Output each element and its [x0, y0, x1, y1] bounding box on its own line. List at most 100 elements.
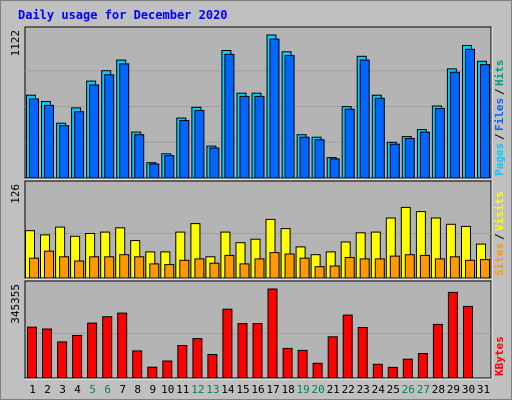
x-tick-label-day-29: 29 [447, 383, 460, 396]
bar-sites-day-15 [239, 263, 250, 279]
x-tick-label-day-14: 14 [221, 383, 235, 396]
bar-kbytes-day-25 [387, 366, 398, 379]
x-tick-label-day-6: 6 [104, 383, 111, 396]
bar-sites-day-26 [404, 254, 415, 279]
legend-kbytes: KBytes [493, 336, 506, 376]
bar-files-day-8 [134, 134, 145, 179]
x-tick-label-day-1: 1 [29, 383, 36, 396]
legend-label-sites: Sites [493, 243, 506, 276]
bar-sites-day-1 [29, 257, 39, 279]
bar-files-day-17 [269, 38, 280, 179]
bar-files-day-6 [104, 74, 115, 179]
x-tick-label-day-5: 5 [89, 383, 96, 396]
bar-files-day-13 [209, 147, 220, 179]
bar-files-day-7 [119, 63, 130, 179]
bar-files-day-9 [149, 163, 160, 179]
bar-sites-day-29 [449, 256, 460, 279]
bar-kbytes-day-28 [432, 323, 443, 379]
bar-sites-day-2 [44, 250, 54, 279]
bar-kbytes-day-20 [312, 362, 323, 379]
bar-kbytes-day-23 [357, 327, 368, 379]
bar-files-day-11 [179, 120, 190, 179]
bar-files-day-27 [419, 131, 430, 179]
bar-kbytes-day-22 [342, 314, 353, 379]
bar-kbytes-day-26 [402, 358, 413, 379]
bar-files-day-22 [344, 108, 355, 179]
bar-files-day-12 [194, 110, 205, 179]
bar-files-day-5 [89, 84, 100, 179]
bar-files-day-29 [449, 71, 460, 179]
chart-title: Daily usage for December 2020 [18, 8, 228, 22]
bar-files-day-18 [284, 55, 295, 179]
bar-files-day-2 [44, 104, 54, 179]
bar-files-day-25 [389, 143, 400, 179]
bar-files-day-10 [164, 155, 175, 179]
legend-separator: / [493, 133, 506, 140]
x-tick-label-day-10: 10 [161, 383, 174, 396]
bar-kbytes-day-18 [282, 347, 293, 379]
legend-label-files: Files [493, 98, 506, 131]
x-tick-label-day-2: 2 [44, 383, 51, 396]
bar-sites-day-31 [480, 259, 490, 279]
bar-kbytes-day-30 [463, 305, 473, 379]
panel-sites-visits: 126 [9, 180, 493, 280]
bar-kbytes-day-16 [252, 323, 263, 379]
bar-sites-day-6 [104, 256, 115, 279]
legend-separator: / [493, 233, 506, 240]
bar-sites-day-18 [284, 253, 295, 279]
bar-files-day-30 [465, 48, 475, 179]
bar-files-day-16 [254, 95, 265, 179]
x-tick-label-day-23: 23 [357, 383, 370, 396]
y-max-label: 1122 [9, 30, 22, 57]
bar-files-day-15 [239, 95, 250, 179]
x-tick-label-day-24: 24 [372, 383, 386, 396]
bar-files-day-28 [434, 108, 445, 179]
x-tick-label-day-30: 30 [462, 383, 475, 396]
x-tick-label-day-7: 7 [119, 383, 126, 396]
series-kbytes [27, 288, 473, 379]
panel-kbytes: 345355 [9, 280, 493, 380]
x-tick-label-day-3: 3 [59, 383, 66, 396]
bar-sites-day-8 [134, 256, 145, 279]
bar-kbytes-day-8 [132, 350, 143, 379]
bar-sites-day-23 [359, 258, 370, 279]
x-tick-label-day-18: 18 [281, 383, 294, 396]
bar-sites-day-7 [119, 254, 130, 279]
bar-sites-day-9 [149, 263, 160, 279]
bar-files-day-4 [74, 111, 85, 179]
bar-kbytes-day-19 [297, 349, 308, 379]
bar-sites-day-25 [389, 255, 400, 279]
bar-kbytes-day-9 [147, 366, 158, 379]
x-tick-label-day-9: 9 [149, 383, 156, 396]
bar-sites-day-12 [194, 258, 205, 279]
bar-sites-day-11 [179, 259, 190, 279]
x-tick-label-day-20: 20 [311, 383, 324, 396]
bar-sites-day-5 [89, 256, 100, 279]
bar-kbytes-day-13 [207, 354, 218, 379]
bar-sites-day-14 [224, 254, 235, 279]
bar-kbytes-day-12 [192, 338, 203, 379]
x-tick-label-day-22: 22 [342, 383, 355, 396]
bar-files-day-31 [480, 64, 490, 179]
bar-kbytes-day-5 [87, 322, 98, 379]
bar-sites-day-4 [74, 260, 85, 279]
bar-files-day-24 [374, 97, 385, 179]
bar-sites-day-30 [465, 259, 475, 279]
bar-kbytes-day-6 [102, 316, 113, 379]
legend-label-visits: Visits [493, 191, 506, 231]
bar-files-day-19 [299, 136, 310, 179]
bar-kbytes-day-7 [117, 312, 128, 379]
y-max-label: 126 [9, 184, 22, 204]
bar-kbytes-day-11 [177, 345, 188, 379]
x-tick-label-day-17: 17 [266, 383, 279, 396]
legend-label-kbytes: KBytes [493, 336, 506, 376]
bar-kbytes-day-2 [42, 328, 52, 379]
bar-kbytes-day-1 [27, 326, 37, 379]
bar-kbytes-day-17 [267, 288, 278, 379]
bar-kbytes-day-14 [222, 308, 233, 379]
bar-kbytes-day-15 [237, 323, 248, 379]
